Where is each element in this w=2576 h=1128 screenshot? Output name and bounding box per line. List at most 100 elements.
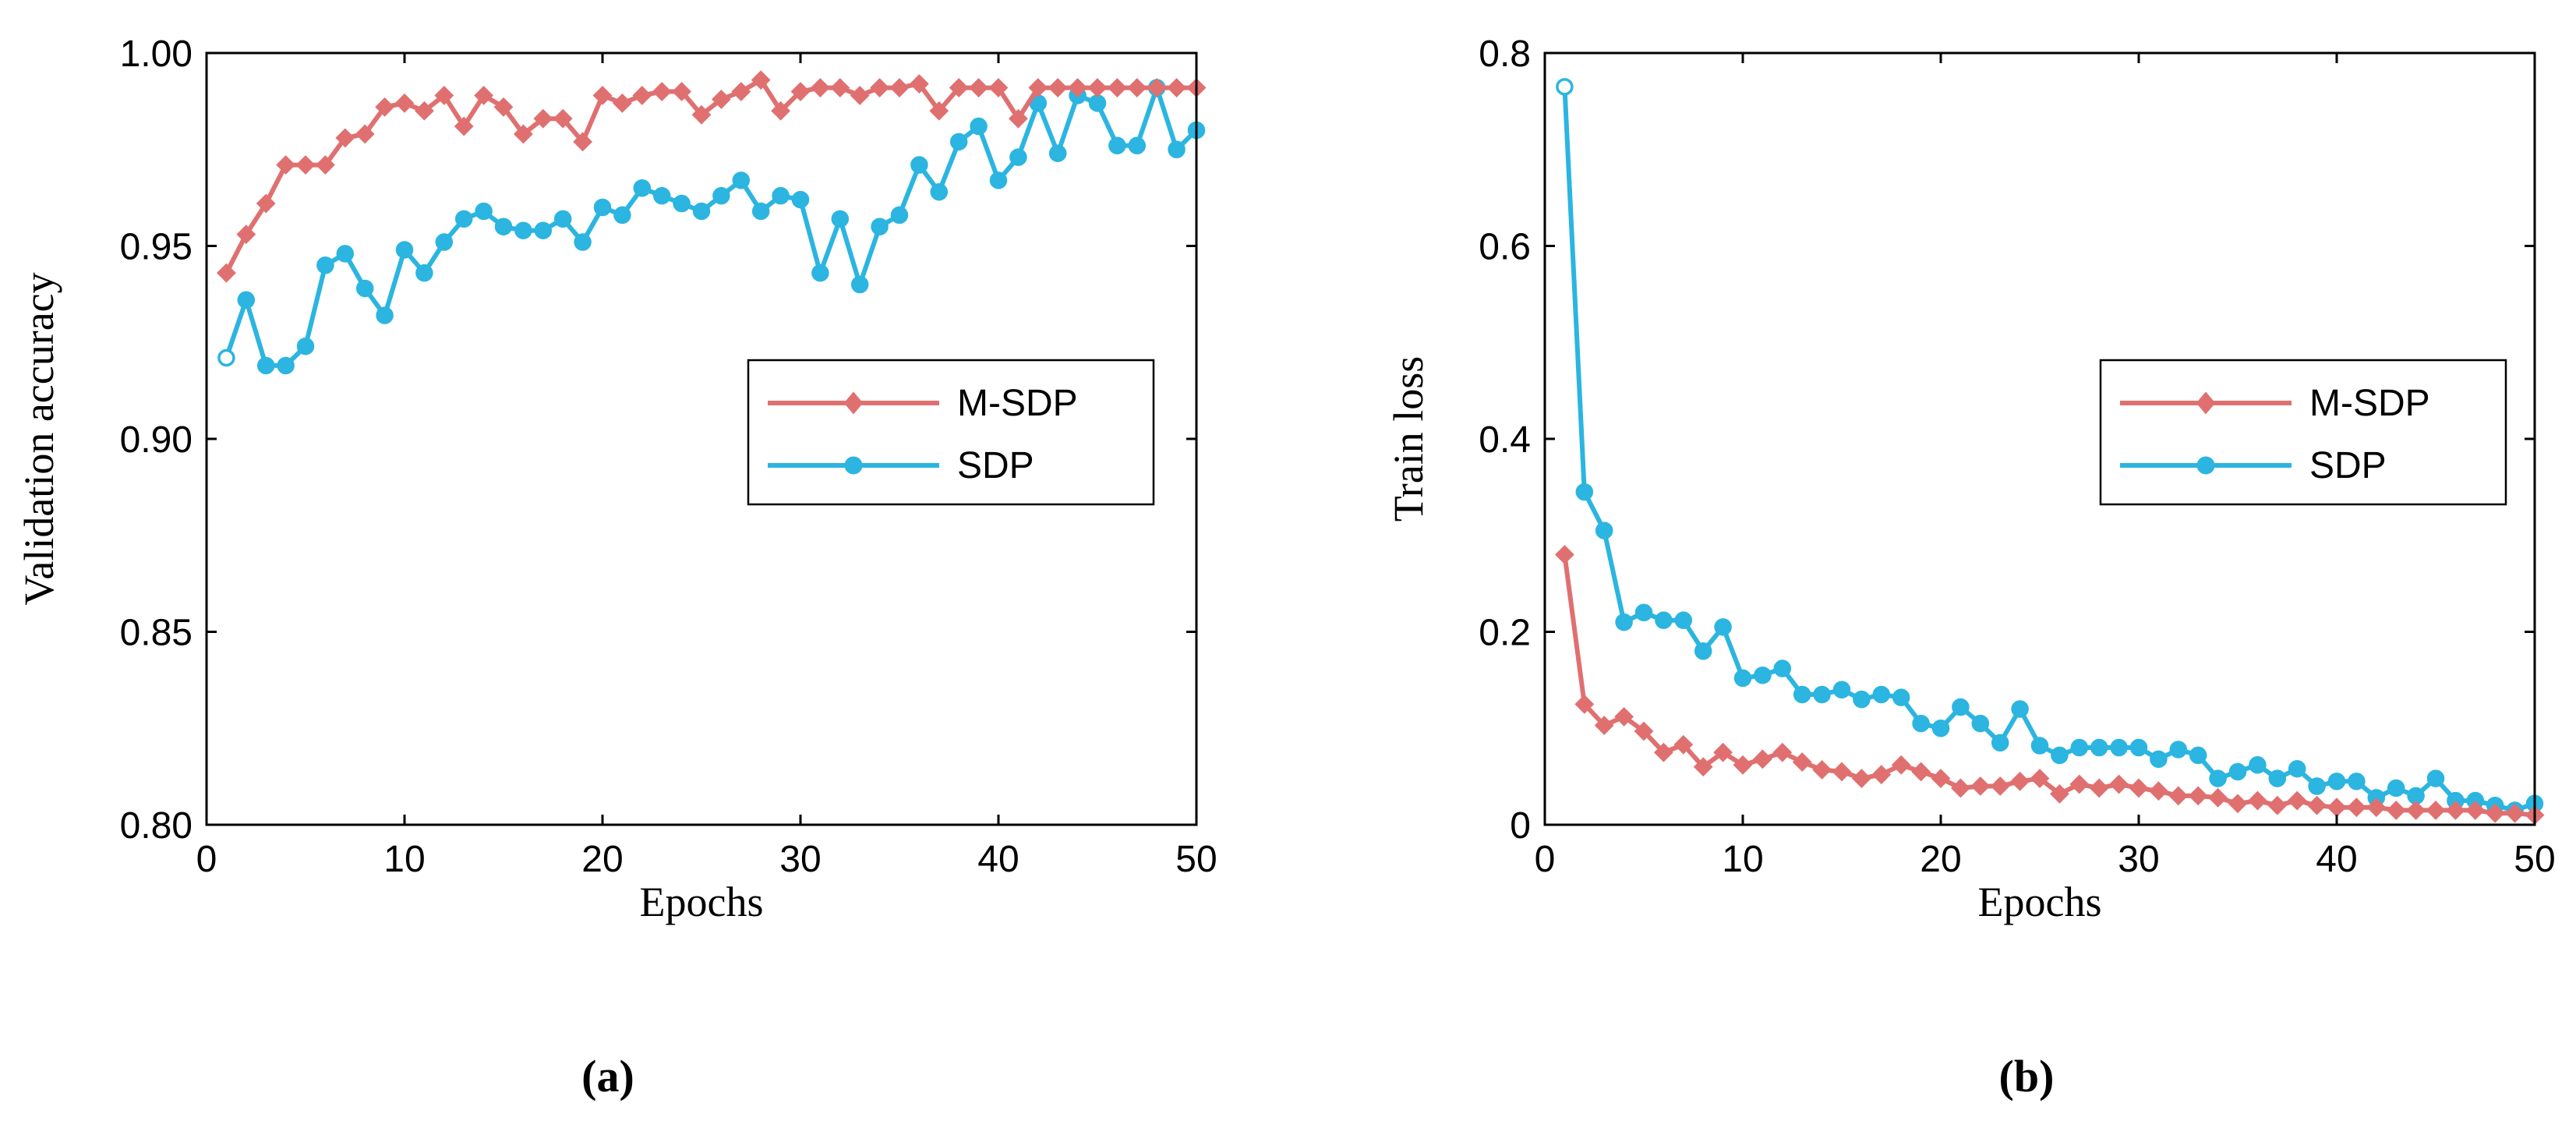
data-point-sdp <box>2051 746 2069 765</box>
data-point-m-sdp <box>1673 734 1694 755</box>
data-point-sdp <box>514 221 532 239</box>
y-tick-label: 0.90 <box>120 419 193 461</box>
x-tick-label: 40 <box>977 839 1019 880</box>
data-point-m-sdp <box>434 86 454 105</box>
data-point-m-sdp <box>1653 742 1673 762</box>
data-point-m-sdp <box>1594 716 1614 735</box>
data-point-sdp <box>652 186 671 205</box>
series-layer <box>1554 78 2545 826</box>
data-point-sdp <box>593 198 612 217</box>
data-point-m-sdp <box>771 101 791 121</box>
series-sdp <box>217 79 1206 375</box>
data-point-sdp <box>2308 777 2326 795</box>
data-point-m-sdp <box>2287 790 2307 811</box>
data-point-sdp <box>415 263 433 282</box>
x-axis-label: Epochs <box>640 879 764 925</box>
data-point-sdp <box>2348 773 2366 790</box>
data-point-m-sdp <box>315 155 335 175</box>
data-point-m-sdp <box>1733 755 1753 775</box>
data-point-m-sdp <box>216 263 236 283</box>
data-point-m-sdp <box>2148 781 2168 801</box>
data-point-m-sdp <box>1871 765 1892 785</box>
data-point-m-sdp <box>2366 797 2387 818</box>
x-tick-label: 10 <box>383 839 425 880</box>
data-point-m-sdp <box>1068 78 1088 97</box>
data-point-sdp <box>871 217 889 235</box>
y-tick-label: 1.00 <box>120 34 193 75</box>
data-point-sdp <box>553 210 572 228</box>
data-point-m-sdp <box>1554 545 1574 564</box>
data-point-sdp <box>831 210 850 228</box>
data-point-sdp <box>613 206 631 225</box>
data-point-m-sdp <box>988 78 1009 97</box>
data-point-sdp <box>2070 738 2089 757</box>
data-point-m-sdp <box>2049 783 2069 804</box>
y-tick-label: 0 <box>1510 805 1531 847</box>
data-point-sdp <box>2268 769 2287 787</box>
data-point-m-sdp <box>1048 78 1068 97</box>
data-point-sdp <box>475 202 493 221</box>
data-point-sdp <box>454 210 473 228</box>
data-point-m-sdp <box>1792 752 1812 772</box>
data-point-m-sdp <box>1891 755 1911 775</box>
data-point-sdp <box>1694 642 1712 660</box>
data-point-m-sdp <box>810 78 830 97</box>
data-point-sdp <box>2249 756 2267 774</box>
data-point-sdp <box>910 156 928 174</box>
x-axis-label: Epochs <box>1978 879 2102 925</box>
data-point-sdp <box>316 256 334 274</box>
data-point-m-sdp <box>2208 787 2228 808</box>
data-point-sdp <box>1714 618 1732 636</box>
x-tick-label: 0 <box>1535 839 1556 880</box>
y-tick-label: 0.8 <box>1479 34 1531 75</box>
data-point-m-sdp <box>909 74 929 94</box>
data-point-m-sdp <box>2267 795 2288 815</box>
data-point-sdp <box>890 206 909 225</box>
data-point-m-sdp <box>2386 801 2406 820</box>
x-tick-label: 10 <box>1722 839 1763 880</box>
data-point-m-sdp <box>1772 742 1793 762</box>
x-tick-label: 50 <box>2514 839 2555 880</box>
data-point-m-sdp <box>1127 78 1147 97</box>
data-point-sdp <box>712 186 730 205</box>
data-point-m-sdp <box>335 128 355 148</box>
series-m-sdp <box>1554 545 2545 826</box>
data-point-sdp <box>355 279 374 298</box>
data-point-m-sdp <box>1950 778 1970 798</box>
data-point-m-sdp <box>1167 78 1187 97</box>
data-point-m-sdp <box>731 82 751 101</box>
data-point-m-sdp <box>2069 774 2090 794</box>
series-layer <box>216 70 1207 375</box>
data-point-sdp <box>435 233 454 251</box>
data-point-m-sdp <box>2465 801 2486 820</box>
data-point-m-sdp <box>2109 774 2129 794</box>
data-point-m-sdp <box>236 225 256 245</box>
data-point-sdp <box>574 233 592 251</box>
y-tick-label: 0.80 <box>120 805 193 847</box>
data-point-sdp <box>673 194 691 213</box>
data-point-sdp <box>2228 762 2247 781</box>
panel-label: (a) <box>581 1051 634 1101</box>
x-tick-label: 30 <box>779 839 821 880</box>
data-point-sdp <box>2169 741 2188 758</box>
data-point-sdp <box>692 202 711 221</box>
data-point-m-sdp <box>1693 757 1713 777</box>
data-point-m-sdp <box>2485 803 2505 823</box>
legend-label-sdp: SDP <box>957 445 1034 486</box>
data-point-sdp <box>376 306 394 324</box>
data-point-sdp <box>1813 685 1831 704</box>
data-point-sdp <box>1168 140 1186 158</box>
data-point-sdp <box>1733 669 1752 688</box>
data-point-m-sdp <box>2247 790 2267 811</box>
data-point-sdp <box>751 202 770 221</box>
data-point-m-sdp <box>2129 778 2149 798</box>
data-point-m-sdp <box>375 97 395 117</box>
data-point-sdp <box>1048 144 1067 162</box>
data-point-sdp <box>1595 522 1613 539</box>
y-tick-label: 0.2 <box>1479 613 1531 654</box>
data-point-m-sdp <box>2307 795 2327 815</box>
data-point-m-sdp <box>830 78 850 97</box>
data-point-m-sdp <box>1713 742 1733 762</box>
data-point-sdp <box>949 133 968 151</box>
data-point-m-sdp <box>691 104 712 125</box>
